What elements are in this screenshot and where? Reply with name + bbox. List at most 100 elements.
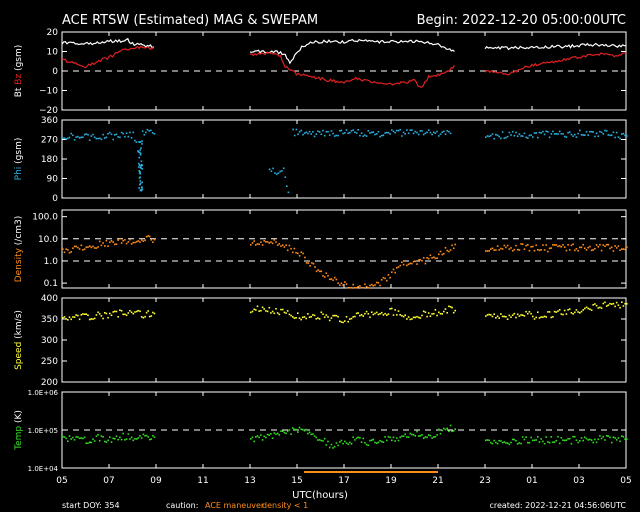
data-point [139,166,142,169]
data-point [600,307,603,309]
data-point [506,244,509,247]
data-point [78,318,81,321]
data-point [609,247,611,250]
data-point [580,246,583,249]
data-point [290,314,292,317]
data-point [88,139,91,141]
data-point [253,240,255,242]
data-point [552,244,554,246]
data-point [83,313,86,315]
data-point [355,132,358,134]
data-point [396,267,398,269]
data-point [77,436,79,438]
maneuver-bar [304,471,438,473]
data-point [253,308,255,311]
data-point [295,317,297,319]
data-point [295,428,297,431]
data-point [122,313,124,316]
data-point [293,247,296,250]
data-point [332,447,334,449]
data-point [615,131,618,134]
y-tick-label: 180 [41,155,58,165]
data-point [485,315,487,317]
data-point [434,435,437,438]
y-tick-label: 20 [47,28,59,38]
data-point [251,436,254,439]
data-point [109,131,111,134]
data-point [558,309,561,311]
data-point [416,263,418,265]
data-point [582,439,584,442]
data-point [397,439,400,442]
data-point [300,318,302,321]
data-point [436,314,438,317]
data-point [87,134,89,136]
data-point [323,134,326,137]
data-point [263,308,265,310]
data-point [382,134,385,137]
data-point [314,266,316,268]
data-point [535,316,537,319]
data-point [377,313,380,316]
data-point [485,136,487,138]
data-point [495,249,497,251]
data-point [95,247,98,249]
data-point [532,315,534,318]
data-point [70,132,72,135]
data-point [527,244,529,246]
data-point [612,131,615,134]
data-point [255,309,257,311]
data-point [100,435,103,437]
data-point [141,140,143,142]
data-point [488,439,490,442]
data-point [545,130,547,133]
data-point [67,319,69,321]
data-point [135,310,138,313]
data-point [112,311,114,313]
data-point [493,249,495,251]
data-point [288,313,291,316]
data-point [537,436,539,438]
data-point [379,284,381,287]
series-line-bt [484,42,626,51]
data-point [568,131,571,133]
data-point [543,249,546,251]
data-point [275,308,277,310]
data-point [552,316,554,318]
data-point [137,437,140,439]
y-tick-label: 1.0E+04 [28,465,59,473]
data-point [138,156,140,159]
data-point [310,315,312,318]
data-point [441,131,443,134]
data-point [352,436,354,438]
data-point [587,246,589,249]
data-point [352,283,354,286]
data-point [88,245,91,247]
data-point [525,244,527,247]
data-point [575,136,578,138]
data-point [498,249,500,251]
data-point [300,251,303,253]
data-point [144,315,146,318]
series-density [62,235,156,254]
data-point [391,129,393,131]
data-point [93,247,96,249]
data-point [63,137,66,139]
data-point [389,436,391,439]
data-point [553,133,556,135]
data-point [513,312,516,315]
data-point [132,439,135,442]
data-point [139,154,142,156]
data-point [365,443,368,446]
data-point [120,310,123,312]
data-point [406,129,408,131]
data-point [80,136,83,139]
data-point [303,132,306,134]
data-point [130,243,133,245]
data-point [318,318,321,320]
data-point [577,249,579,252]
data-point [140,165,142,167]
data-point [402,131,405,134]
data-point [552,441,554,443]
data-point [530,134,532,136]
